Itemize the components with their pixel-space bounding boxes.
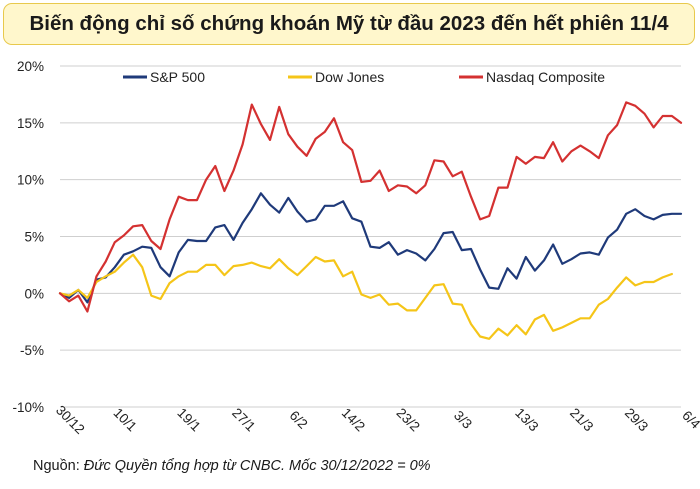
gridlines bbox=[60, 66, 681, 407]
line-chart: -10% -5% 0% 5% 10% 15% 20% 30/12 10/1 19/1 27/1 6/… bbox=[0, 48, 700, 458]
source-label: Nguồn: bbox=[33, 458, 84, 474]
y-tick-label: 0% bbox=[24, 286, 44, 301]
series-lines bbox=[60, 102, 681, 338]
x-tick-label: 30/12 bbox=[53, 402, 88, 437]
source-text: Đức Quyền tổng hợp từ CNBC. Mốc 30/12/20… bbox=[84, 458, 431, 474]
legend-label: Nasdaq Composite bbox=[486, 69, 605, 85]
y-tick-label: 15% bbox=[17, 116, 44, 131]
x-tick-label: 19/1 bbox=[174, 405, 203, 434]
source-note: Nguồn: Đức Quyền tổng hợp từ CNBC. Mốc 3… bbox=[33, 458, 431, 474]
x-tick-label: 14/2 bbox=[339, 405, 368, 434]
legend-label: S&P 500 bbox=[150, 69, 205, 85]
x-tick-label: 10/1 bbox=[110, 405, 139, 434]
x-tick-label: 6/2 bbox=[287, 408, 311, 432]
series-line-dow-jones bbox=[60, 255, 672, 339]
x-axis-ticks: 30/12 10/1 19/1 27/1 6/2 14/2 23/2 3/3 13/3 21/3 2… bbox=[53, 402, 700, 437]
legend-label: Dow Jones bbox=[315, 69, 384, 85]
series-line-s-p-500 bbox=[60, 193, 681, 302]
x-tick-label: 29/3 bbox=[622, 405, 651, 434]
x-tick-label: 13/3 bbox=[512, 405, 541, 434]
legend: S&P 500 Dow Jones Nasdaq Composite bbox=[123, 69, 605, 85]
x-tick-label: 21/3 bbox=[567, 405, 596, 434]
x-tick-label: 3/3 bbox=[451, 408, 475, 432]
chart-title: Biến động chỉ số chứng khoán Mỹ từ đầu 2… bbox=[29, 12, 668, 36]
y-tick-label: 10% bbox=[17, 173, 44, 188]
x-tick-label: 27/1 bbox=[229, 405, 258, 434]
y-tick-label: -5% bbox=[20, 343, 44, 358]
y-axis-ticks: -10% -5% 0% 5% 10% 15% 20% bbox=[12, 59, 44, 415]
chart-title-box: Biến động chỉ số chứng khoán Mỹ từ đầu 2… bbox=[3, 3, 695, 45]
y-tick-label: 20% bbox=[17, 59, 44, 74]
series-line-nasdaq-composite bbox=[60, 102, 681, 311]
y-tick-label: -10% bbox=[12, 400, 44, 415]
y-tick-label: 5% bbox=[24, 230, 44, 245]
x-tick-label: 6/4 bbox=[679, 408, 700, 432]
x-tick-label: 23/2 bbox=[394, 405, 423, 434]
